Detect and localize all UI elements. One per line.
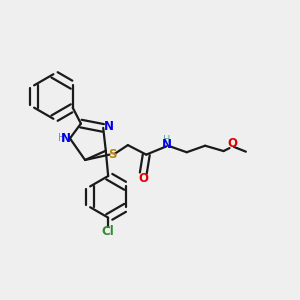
Text: S: S [108,148,117,161]
Text: N: N [61,132,71,145]
Text: O: O [138,172,148,185]
Text: Cl: Cl [102,225,115,239]
Text: O: O [227,137,237,150]
Text: H: H [58,133,65,142]
Text: N: N [162,138,172,151]
Text: H: H [164,135,171,145]
Text: N: N [103,120,113,133]
